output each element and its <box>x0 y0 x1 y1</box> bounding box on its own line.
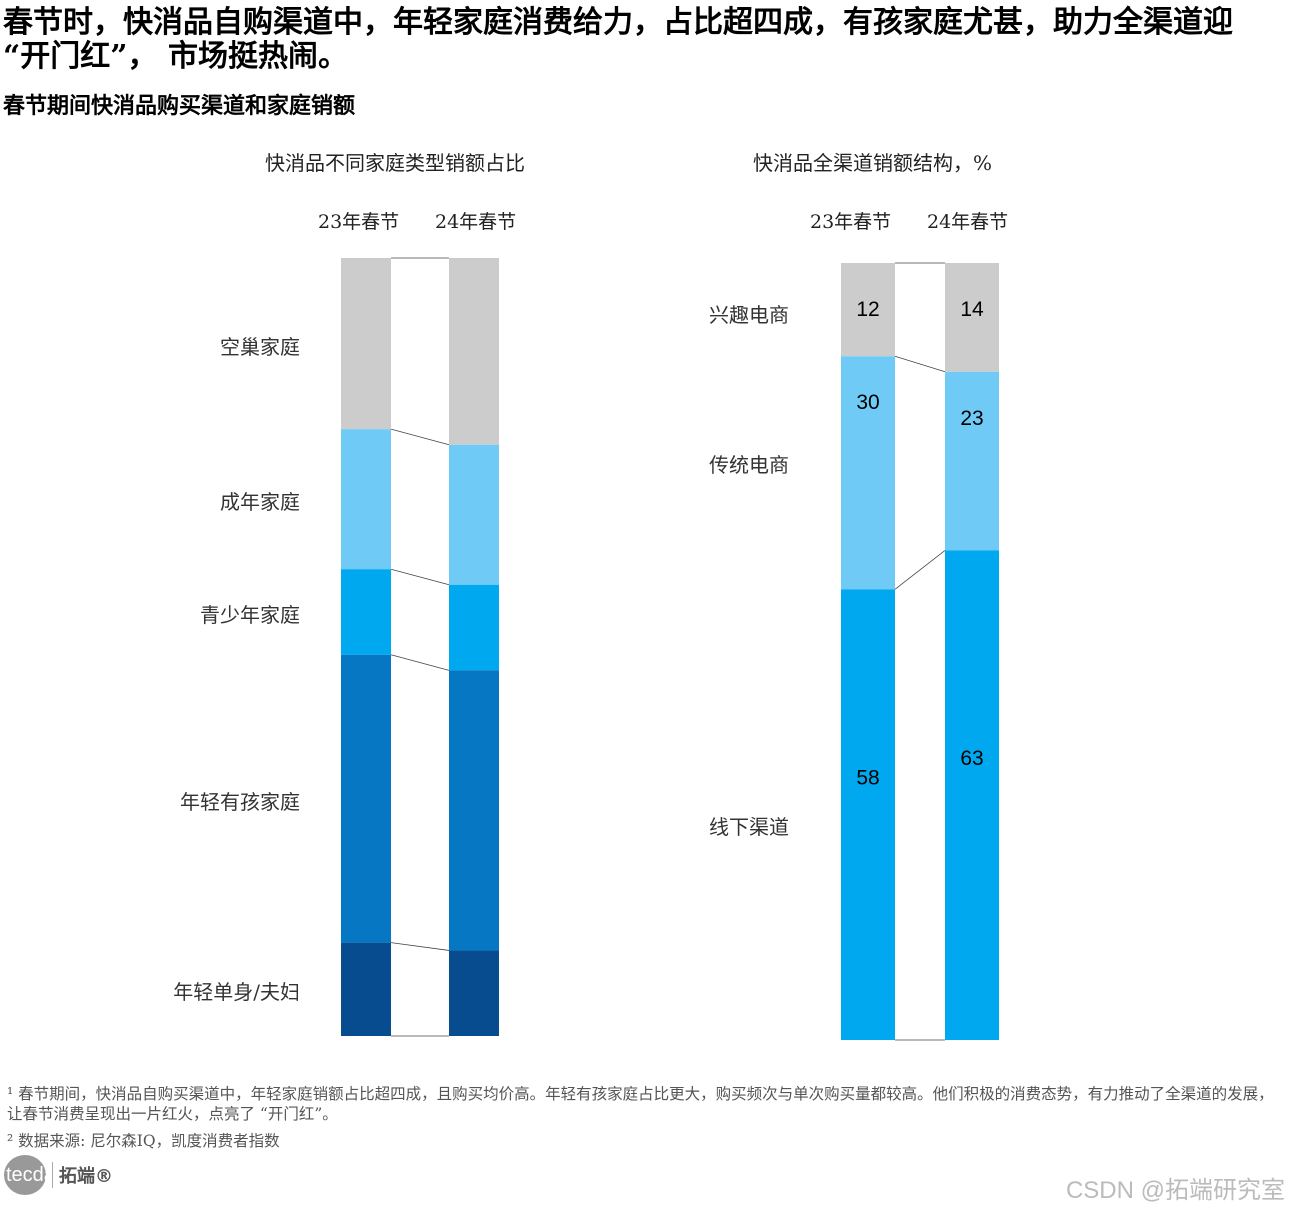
data-label: 63 <box>960 747 983 770</box>
logo-name: 拓端® <box>52 1162 113 1188</box>
chart-1-category-23: 23年春节 <box>318 211 400 233</box>
legend-label-1-2: 成年家庭 <box>220 490 300 515</box>
bar-segment-1-1-4 <box>341 654 391 943</box>
connector-line <box>894 355 946 373</box>
bar-segment-1-2-2 <box>449 444 499 585</box>
bar-segment-2-2-1 <box>945 263 999 372</box>
page-subtitle: 春节期间快消品购买渠道和家庭销额 <box>3 93 356 119</box>
connector-line <box>894 550 946 590</box>
bar-segment-2-1-1 <box>841 263 895 357</box>
connector-line <box>390 568 450 586</box>
bar-segment-1-2-3 <box>449 584 499 671</box>
legend-label-2-1: 兴趣电商 <box>709 303 789 327</box>
bar-segment-1-1-3 <box>341 569 391 655</box>
connector-line <box>390 428 450 446</box>
data-label: 30 <box>856 391 879 414</box>
logo-mark: tecdat <box>4 1155 60 1195</box>
bar-segment-1-2-4 <box>449 670 499 951</box>
bar-segment-2-1-2 <box>841 356 895 590</box>
legend-label-1-5: 年轻单身/夫妇 <box>173 980 300 1005</box>
data-label: 12 <box>856 298 879 321</box>
chart-1-title: 快消品不同家庭类型销额占比 <box>265 151 525 175</box>
legend-label-1-3: 青少年家庭 <box>200 602 300 627</box>
chart-2-title: 快消品全渠道销额结构，% <box>753 151 993 175</box>
bar-segment-1-1-2 <box>341 429 391 570</box>
footnote-2: ² 数据来源: 尼尔森IQ，凯度消费者指数 <box>7 1132 280 1150</box>
logo: tecdat 拓端® <box>4 1155 113 1195</box>
chart-2-category-23: 23年春节 <box>810 211 892 233</box>
legend-label-2-2: 传统电商 <box>709 453 789 477</box>
bar-segment-1-2-1 <box>449 258 499 445</box>
bar-segment-2-2-3 <box>945 550 999 1040</box>
bar-segment-1-1-1 <box>341 258 391 430</box>
bar-segment-1-1-5 <box>341 942 391 1036</box>
watermark: CSDN @拓端研究室 <box>1065 1177 1285 1204</box>
bar-segment-2-2-2 <box>945 371 999 551</box>
data-label: 58 <box>856 767 879 790</box>
chart-2-category-24: 24年春节 <box>927 211 1009 233</box>
bar-segment-2-1-3 <box>841 589 895 1040</box>
legend-label-2-3: 线下渠道 <box>709 814 789 839</box>
connector-line <box>390 942 450 951</box>
data-label: 23 <box>960 407 983 430</box>
legend-label-1-4: 年轻有孩家庭 <box>180 789 300 814</box>
page-title: 春节时，快消品自购渠道中，年轻家庭消费给力，占比超四成，有孩家庭尤甚，助力全渠道… <box>3 5 1233 74</box>
data-label: 14 <box>960 298 984 321</box>
chart-1-category-24: 24年春节 <box>435 211 517 233</box>
footnote-1: ¹ 春节期间，快消品自购买渠道中，年轻家庭销额占比超四成，且购买均价高。年轻有孩… <box>7 1085 1274 1123</box>
bar-segment-1-2-5 <box>449 950 499 1036</box>
connector-line <box>390 654 450 671</box>
legend-label-1-1: 空巢家庭 <box>220 334 300 359</box>
